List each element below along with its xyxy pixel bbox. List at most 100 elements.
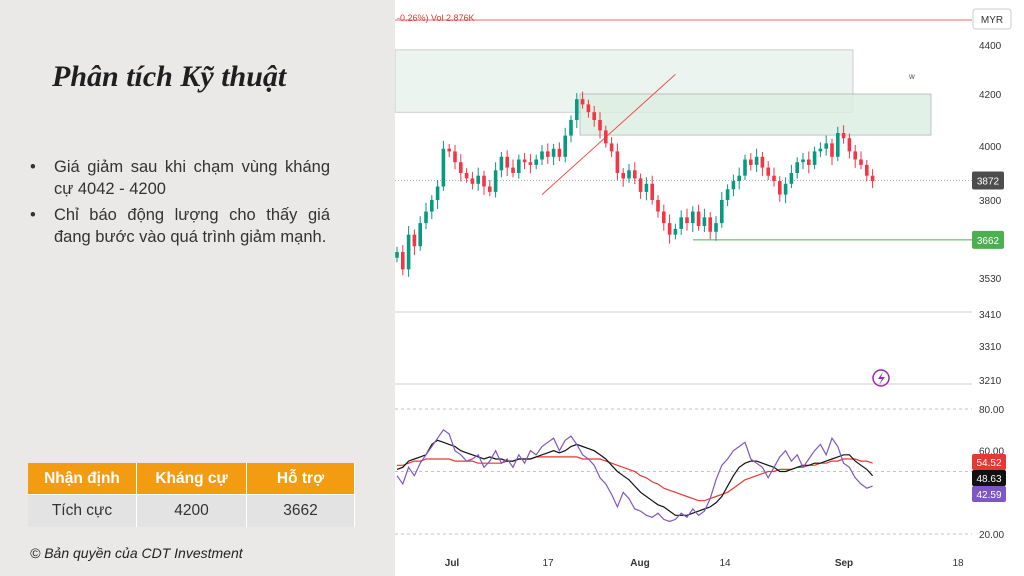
candle-body: [772, 175, 776, 182]
candle-body: [830, 143, 834, 157]
candle-body: [488, 186, 492, 192]
table-header-cell: Nhận định: [28, 463, 137, 495]
table-row: Tích cực 4200 3662: [28, 494, 355, 527]
candle-body: [865, 164, 869, 176]
current-price-label: 3872: [977, 177, 1000, 188]
candle-body: [836, 133, 840, 157]
candle-body: [470, 178, 475, 184]
y-tick-label: 4000: [979, 142, 1002, 153]
candle-body: [482, 175, 486, 187]
candle-body: [517, 159, 521, 173]
candle-body: [406, 234, 411, 270]
currency-label: MYR: [981, 15, 1003, 26]
support-tag: [972, 230, 1004, 249]
bullet-item: Chỉ báo động lượng cho thấy giá đang bướ…: [30, 204, 330, 248]
candle-body: [551, 148, 556, 157]
y-tick-label: 3800: [979, 196, 1002, 207]
x-tick-label: Sep: [835, 558, 853, 569]
candle-body: [714, 223, 718, 232]
candle-body: [441, 148, 446, 187]
support-label: 3662: [977, 236, 1000, 247]
candle-body: [673, 228, 678, 235]
lightning-icon[interactable]: [872, 369, 890, 387]
x-tick-label: Aug: [630, 558, 649, 569]
candle-body: [696, 211, 701, 226]
candle-body: [430, 200, 434, 212]
price-layer: [395, 74, 972, 277]
resistance-zone: [579, 93, 932, 136]
candle-body: [801, 159, 805, 163]
candle-body: [528, 162, 533, 165]
candle-body: [656, 200, 660, 212]
candle-body: [511, 167, 515, 173]
oscillator-value-label: 54.52: [976, 458, 1001, 469]
candle-body: [708, 217, 712, 232]
candle-body: [847, 138, 852, 152]
oscillator-series-line: [396, 439, 874, 516]
table-cell: Tích cực: [28, 494, 137, 527]
trendline: [541, 74, 676, 195]
candle-body: [818, 148, 823, 152]
bullet-item: Giá giảm sau khi chạm vùng kháng cự 4042…: [30, 156, 330, 200]
candle-body: [679, 217, 683, 229]
candle-body: [464, 173, 469, 179]
oscillator-layer: [395, 408, 972, 535]
candle-body: [505, 156, 509, 168]
y-tick-label: 3410: [979, 310, 1002, 321]
candle-body: [546, 151, 550, 157]
candle-body: [812, 151, 817, 165]
candle-body: [592, 112, 596, 120]
copyright-text: © Bản quyền của CDT Investment: [30, 545, 243, 561]
oscillator-tick-label: 80.00: [979, 405, 1004, 416]
candle-body: [720, 200, 724, 224]
candle-body: [853, 151, 857, 160]
x-tick-label: Jul: [445, 558, 460, 569]
candle-body: [499, 156, 504, 171]
candle-body: [598, 120, 602, 131]
candle-body: [638, 178, 643, 192]
oscillator-value-tag: [972, 486, 1006, 502]
candle-body: [841, 133, 846, 139]
oscillator-value-tag: [972, 470, 1006, 486]
table-header-row: Nhận định Kháng cự Hỗ trợ: [28, 463, 355, 495]
candle-body: [731, 181, 736, 190]
y-tick-label: 3530: [979, 274, 1002, 285]
candle-body: [702, 217, 707, 226]
candle-body: [476, 175, 480, 184]
candle-body: [609, 143, 614, 152]
oscillator-value-label: 42.59: [976, 490, 1001, 501]
currency-badge[interactable]: MYR: [972, 8, 1012, 30]
candle-body: [778, 181, 782, 195]
candle-body: [627, 170, 631, 179]
candle-body: [569, 120, 573, 136]
table-cell: 3662: [246, 494, 355, 527]
slide-title: Phân tích Kỹ thuật: [52, 60, 287, 93]
candle-body: [580, 99, 585, 105]
y-tick-label: 3210: [979, 376, 1002, 387]
candle-body: [644, 183, 649, 192]
candle-body: [725, 189, 730, 200]
candle-body: [743, 159, 747, 176]
y-tick-label: 4200: [979, 90, 1002, 101]
zone-marker-text: w: [908, 72, 915, 81]
candle-body: [424, 211, 428, 224]
candle-body: [540, 151, 544, 160]
candle-body: [789, 173, 794, 184]
zone-layer: [395, 49, 932, 136]
candle-body: [401, 252, 405, 270]
candle-body: [807, 159, 811, 165]
summary-table: Nhận định Kháng cự Hỗ trợ Tích cực 4200 …: [28, 463, 355, 527]
oscillator-tick-label: 20.00: [979, 530, 1004, 541]
candle-body: [795, 162, 799, 173]
candle-body: [662, 211, 666, 224]
candle-body: [859, 159, 863, 165]
candle-body: [870, 175, 875, 182]
candle-body: [766, 167, 770, 176]
x-tick-label: 18: [952, 558, 964, 569]
candle-body: [604, 130, 608, 144]
candle-body: [754, 156, 759, 165]
oscillator-tick-label: 60.00: [979, 447, 1004, 458]
